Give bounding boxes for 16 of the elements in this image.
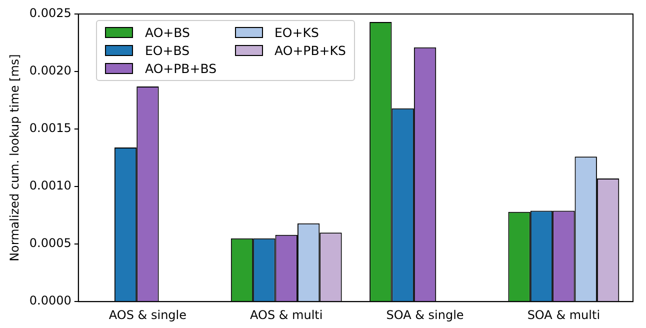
x-tick-label: AOS & multi [250,308,323,322]
legend-label: EO+KS [274,25,319,40]
legend-label: EO+BS [145,43,190,58]
legend-label: AO+BS [145,25,190,40]
y-tick-label: 0.0000 [29,294,72,308]
y-tick-label: 0.0020 [29,64,72,78]
y-tick-label: 0.0005 [29,236,72,250]
y-axis-title: Normalized cum. lookup time [ms] [7,54,22,262]
y-tick-label: 0.0015 [29,121,72,136]
y-tick-label: 0.0025 [29,6,72,20]
legend-label: AO+PB+KS [274,43,346,58]
x-tick-label: AOS & single [108,308,187,322]
x-tick-label: SOA & multi [527,308,600,322]
x-tick-label: SOA & single [386,308,464,322]
y-tick-label: 0.0010 [29,178,72,193]
legend-label: AO+PB+BS [145,61,217,76]
